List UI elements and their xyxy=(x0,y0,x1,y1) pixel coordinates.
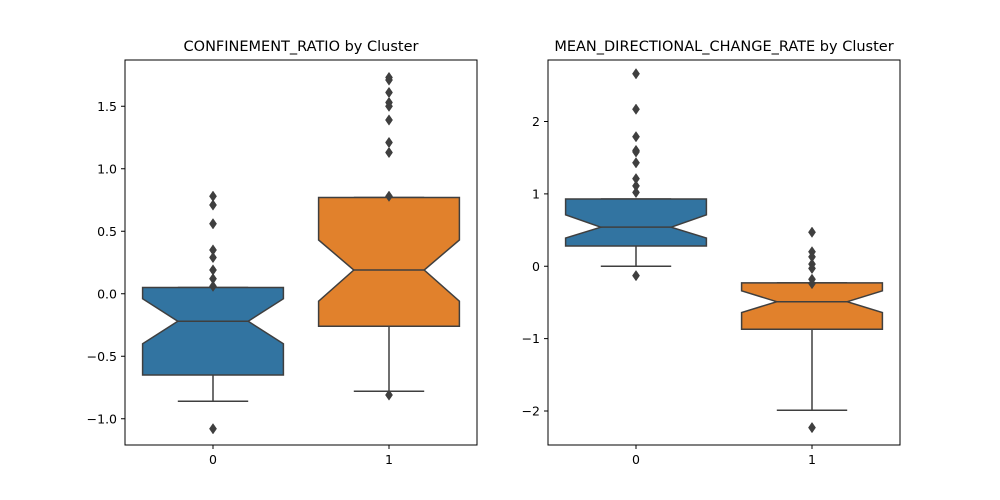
outlier-point xyxy=(808,421,816,434)
y-tick-label: −2 xyxy=(522,403,540,418)
outlier-point xyxy=(632,131,640,143)
outlier-point xyxy=(632,157,640,169)
outlier-point xyxy=(385,114,393,126)
box-cluster-1 xyxy=(317,71,461,401)
chart-title: CONFINEMENT_RATIO by Cluster xyxy=(184,39,419,55)
outlier-point xyxy=(808,277,816,290)
subplot-mean-directional-change-rate: MEAN_DIRECTIONAL_CHANGE_RATE by Cluster … xyxy=(522,39,901,467)
box-body xyxy=(740,282,884,330)
x-tick-label: 1 xyxy=(385,452,393,467)
y-tick-label: −1 xyxy=(522,331,540,346)
y-tick-label: 0.5 xyxy=(97,224,117,239)
y-tick-label: 1.5 xyxy=(97,99,117,114)
outlier-point xyxy=(209,423,217,435)
outlier-point xyxy=(385,389,393,401)
box-body xyxy=(141,286,285,376)
axes-frame xyxy=(547,59,901,446)
outlier-point xyxy=(632,68,640,80)
outlier-point xyxy=(385,74,393,86)
outlier-point xyxy=(808,262,816,275)
axes: −1.0 −0.5 0.0 0.5 1.0 1.5 0 1 xyxy=(87,59,478,467)
axes-frame xyxy=(124,59,478,446)
chart-title: MEAN_DIRECTIONAL_CHANGE_RATE by Cluster xyxy=(554,39,893,55)
outlier-point xyxy=(632,270,640,282)
x-tick-label: 0 xyxy=(209,452,217,467)
outlier-point xyxy=(632,103,640,115)
y-tick-label: 0.0 xyxy=(97,286,117,301)
box-body xyxy=(564,198,708,247)
outlier-point xyxy=(632,186,640,199)
y-tick-label: 2 xyxy=(532,114,540,129)
outlier-point xyxy=(808,226,816,238)
outlier-point xyxy=(209,218,217,230)
box-body xyxy=(317,196,461,327)
outlier-point xyxy=(385,190,393,202)
box-cluster-1 xyxy=(740,226,884,434)
box-cluster-0 xyxy=(141,190,285,435)
x-tick-label: 0 xyxy=(632,452,640,467)
subplot-confinement-ratio: CONFINEMENT_RATIO by Cluster −1.0 −0.5 0.0… xyxy=(87,39,478,467)
outlier-point xyxy=(632,146,640,158)
y-tick-label: 1.0 xyxy=(97,161,117,176)
plot-area xyxy=(564,68,884,434)
outlier-point xyxy=(209,251,217,264)
y-tick-label: 0 xyxy=(532,259,540,274)
outlier-point xyxy=(385,146,393,159)
y-tick-label: 1 xyxy=(532,186,540,201)
plot-area xyxy=(141,71,461,435)
axes: −2 −1 0 1 2 0 1 xyxy=(522,59,901,467)
x-tick-label: 1 xyxy=(808,452,816,467)
outlier-point xyxy=(385,100,393,112)
outlier-point xyxy=(209,199,217,211)
outlier-point xyxy=(209,280,217,292)
y-tick-label: −0.5 xyxy=(87,349,117,364)
box-cluster-0 xyxy=(564,68,708,282)
y-tick-label: −1.0 xyxy=(87,411,117,426)
